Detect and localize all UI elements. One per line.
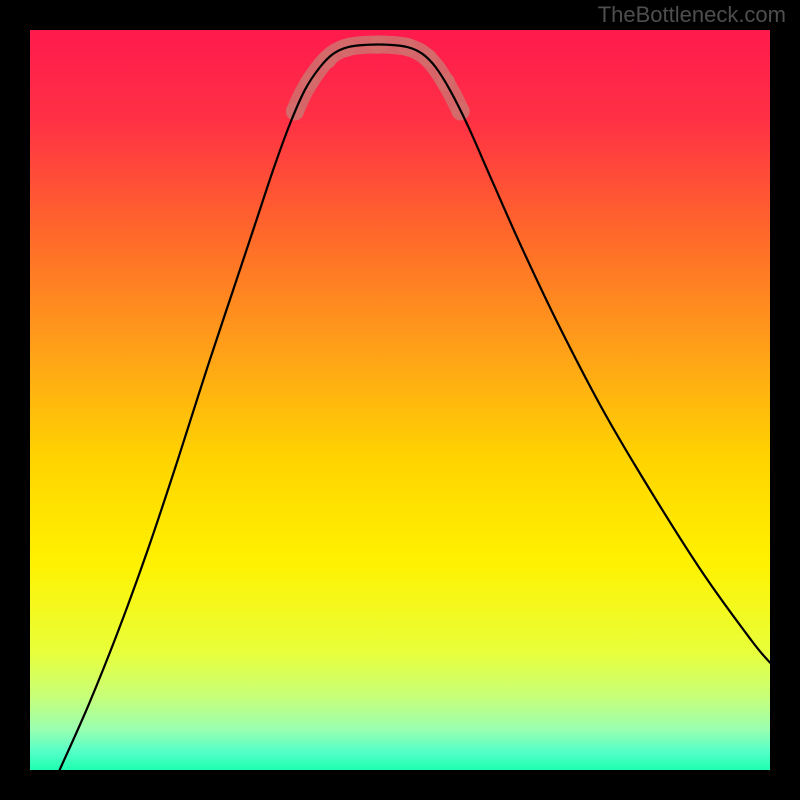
bottleneck-chart (0, 0, 800, 800)
watermark-text: TheBottleneck.com (598, 2, 786, 28)
gradient-panel (30, 30, 770, 770)
